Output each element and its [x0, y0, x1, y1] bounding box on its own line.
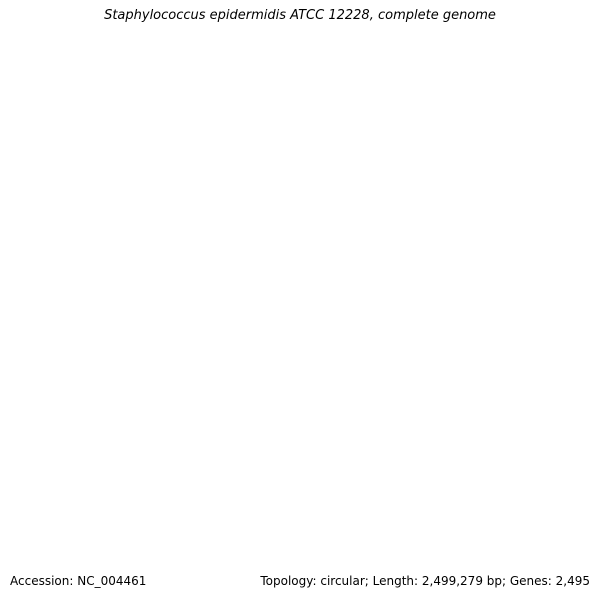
accession-label: Accession: NC_004461	[10, 574, 147, 588]
genome-summary: Topology: circular; Length: 2,499,279 bp…	[260, 574, 590, 588]
genome-title: Staphylococcus epidermidis ATCC 12228, c…	[104, 8, 496, 23]
